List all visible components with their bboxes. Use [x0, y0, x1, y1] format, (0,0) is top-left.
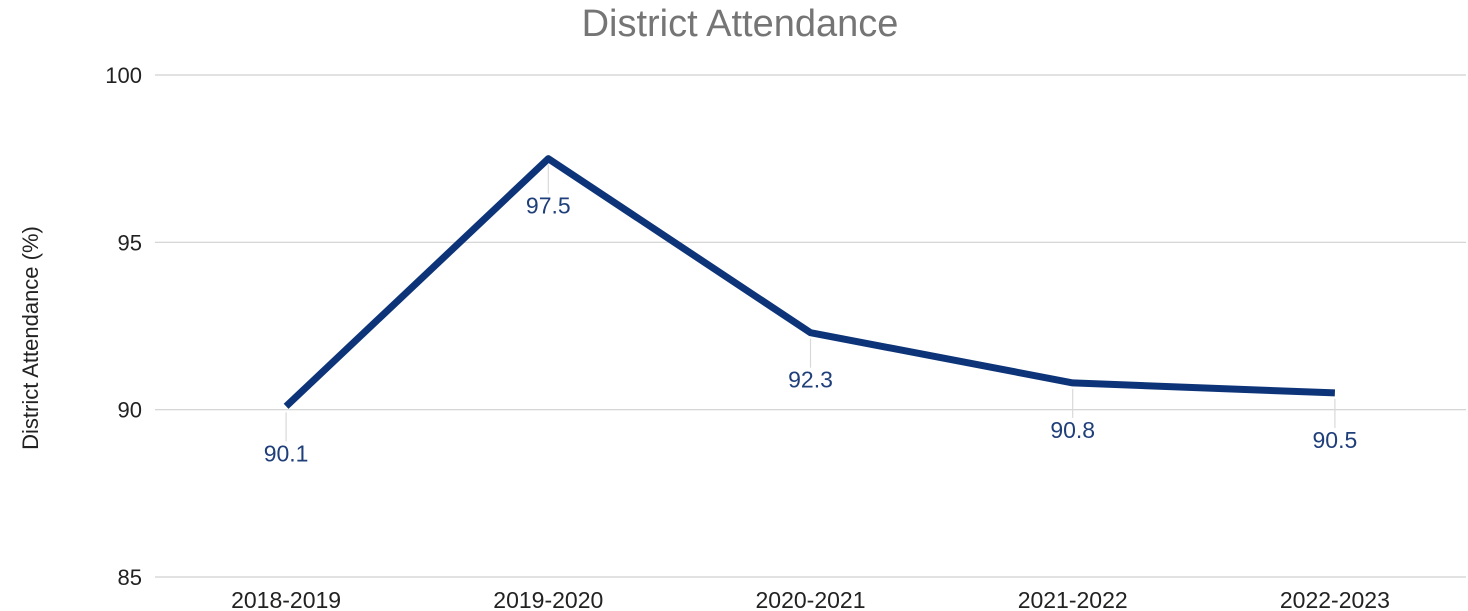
- series-line: [283, 155, 1336, 409]
- data-label: 92.3: [788, 367, 833, 393]
- data-labels: 90.1 97.5 92.3 90.8 90.5: [264, 193, 1358, 467]
- x-axis-ticks: 2018-2019 2019-2020 2020-2021 2021-2022 2022…: [231, 587, 1390, 611]
- chart-title: District Attendance: [582, 3, 899, 45]
- gridlines: [155, 74, 1466, 578]
- y-axis-ticks: 85 90 95 100: [105, 63, 142, 590]
- x-tick-label: 2019-2020: [493, 587, 603, 611]
- data-label: 90.5: [1313, 427, 1358, 453]
- data-label: 97.5: [526, 193, 571, 219]
- x-tick-label: 2020-2021: [756, 587, 866, 611]
- y-tick-label: 95: [118, 230, 142, 255]
- y-tick-label: 85: [118, 565, 142, 590]
- x-tick-label: 2021-2022: [1018, 587, 1128, 611]
- x-tick-label: 2018-2019: [231, 587, 341, 611]
- data-label: 90.1: [264, 440, 309, 466]
- x-tick-label: 2022-2023: [1280, 587, 1390, 611]
- series-layer: [283, 155, 1336, 409]
- y-axis-label: District Attendance (%): [18, 226, 43, 450]
- data-label: 90.8: [1050, 417, 1095, 443]
- y-tick-label: 90: [118, 398, 142, 423]
- data-label-leaders: [285, 164, 1336, 442]
- y-tick-label: 100: [105, 63, 142, 88]
